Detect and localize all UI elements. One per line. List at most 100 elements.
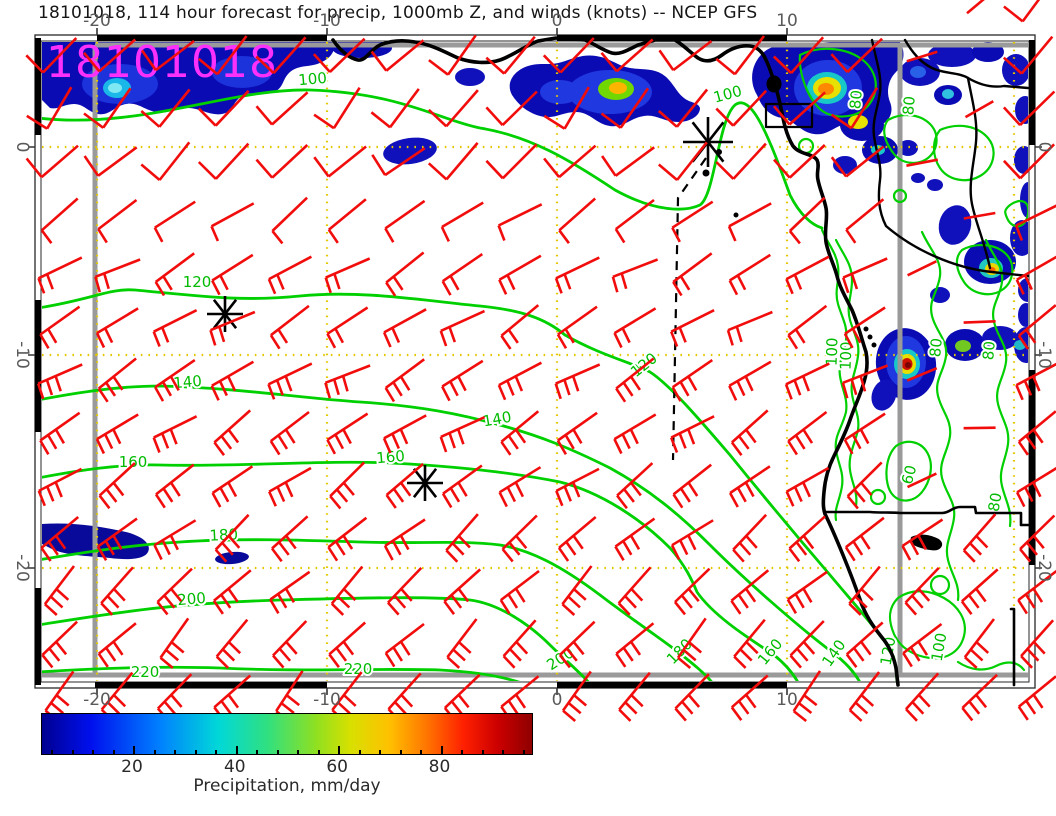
wind-barb <box>674 673 710 722</box>
wind-barb <box>558 620 596 669</box>
wind-barb <box>962 513 997 563</box>
wind-barb <box>197 142 250 180</box>
wind-barb <box>270 515 309 563</box>
wind-barb <box>330 565 364 616</box>
wind-barb <box>963 426 996 430</box>
latlon-gridlines <box>42 42 1028 681</box>
wind-barb <box>907 260 937 277</box>
wind-barb <box>36 363 83 400</box>
height-contours-land <box>797 47 1028 672</box>
wind-barb <box>269 304 310 350</box>
wind-barb <box>672 463 713 509</box>
wind-barb <box>845 198 885 244</box>
colorbar-tick-mark <box>420 750 423 754</box>
wind-barb <box>385 462 424 509</box>
wind-barb <box>82 38 137 73</box>
border-namibia-botswana <box>1009 607 1016 687</box>
wind-barb <box>327 198 367 244</box>
wind-barb <box>271 196 309 245</box>
wind-barb <box>557 516 597 562</box>
wind-barb <box>212 569 252 615</box>
wind-barb <box>841 257 888 294</box>
wind-barb <box>730 409 769 456</box>
wind-barb <box>848 565 881 616</box>
sao-tome-island <box>702 169 710 177</box>
wind-barb <box>657 141 708 181</box>
wind-barb <box>902 622 943 668</box>
wind-barb <box>963 618 996 669</box>
coastline <box>331 36 900 687</box>
wind-barb <box>383 518 426 561</box>
wind-barb <box>371 147 426 177</box>
wind-barb <box>906 366 938 382</box>
wind-barb <box>785 466 830 507</box>
colorbar-tick-mark <box>51 750 54 754</box>
wind-barb <box>1017 410 1056 456</box>
wind-barb <box>963 320 996 324</box>
precipitation-shading <box>42 42 1028 565</box>
wind-barb <box>384 199 426 243</box>
wind-barb <box>905 672 940 722</box>
wind-barb <box>730 674 769 721</box>
wind-barb <box>1017 304 1056 350</box>
colorbar-tick-mark <box>174 750 177 754</box>
wind-barb <box>97 198 138 244</box>
wind-barb <box>326 412 369 455</box>
wind-barb <box>328 621 367 668</box>
wind-barb <box>497 203 543 241</box>
wind-barb <box>501 514 538 563</box>
colorbar-tick-mark <box>502 750 505 754</box>
contour-label: 80 <box>979 340 999 361</box>
border-eq-guinea <box>764 102 814 129</box>
contour-label: 80 <box>926 337 946 358</box>
wind-barb <box>385 251 425 297</box>
wind-barb <box>542 37 595 74</box>
wind-barb <box>427 142 479 181</box>
wind-barb <box>313 87 361 130</box>
wind-barb <box>600 87 650 129</box>
wind-barb <box>543 144 597 179</box>
precip-colorbar <box>41 713 533 755</box>
wind-barb <box>313 145 367 178</box>
wind-barb <box>485 35 536 75</box>
wind-barb <box>441 464 483 509</box>
contour-label: 200 <box>177 589 207 609</box>
wind-barb <box>39 305 81 349</box>
wind-barb <box>214 513 250 563</box>
contour-label: 80 <box>899 95 919 116</box>
wind-barb <box>843 306 886 349</box>
wind-barb <box>726 310 773 346</box>
wind-barb <box>445 513 479 563</box>
contour-label: 220 <box>131 663 160 681</box>
y-tick-label-left: -20 <box>12 554 32 582</box>
wind-barb <box>600 38 654 73</box>
wind-barb <box>370 88 420 129</box>
wind-barb <box>443 568 482 615</box>
wind-barb <box>140 141 191 181</box>
x-tick-label-bottom: 10 <box>776 690 798 710</box>
wind-barb <box>961 673 998 722</box>
wind-barb <box>197 35 248 76</box>
wind-barb <box>715 89 768 127</box>
map-frame <box>28 28 1042 695</box>
wind-barb <box>846 461 883 510</box>
wind-barb <box>312 37 366 73</box>
wind-barb <box>210 202 255 242</box>
wind-barb <box>1019 514 1056 563</box>
x-tick-label-top: 10 <box>776 11 798 31</box>
wind-barb <box>615 622 655 668</box>
wind-barb <box>1017 569 1056 615</box>
wind-barb <box>1015 362 1056 401</box>
wind-barbs <box>25 0 1056 723</box>
wind-barb <box>272 620 308 669</box>
wind-barb <box>267 255 313 295</box>
wind-barb <box>561 565 593 616</box>
wind-barb <box>211 253 254 296</box>
wind-barb <box>441 359 484 402</box>
wind-barb <box>439 309 486 347</box>
wind-barb <box>152 309 198 347</box>
wind-barb <box>384 358 425 403</box>
wind-barb <box>498 254 542 295</box>
wind-barb <box>715 35 766 76</box>
wind-barb <box>676 617 707 669</box>
